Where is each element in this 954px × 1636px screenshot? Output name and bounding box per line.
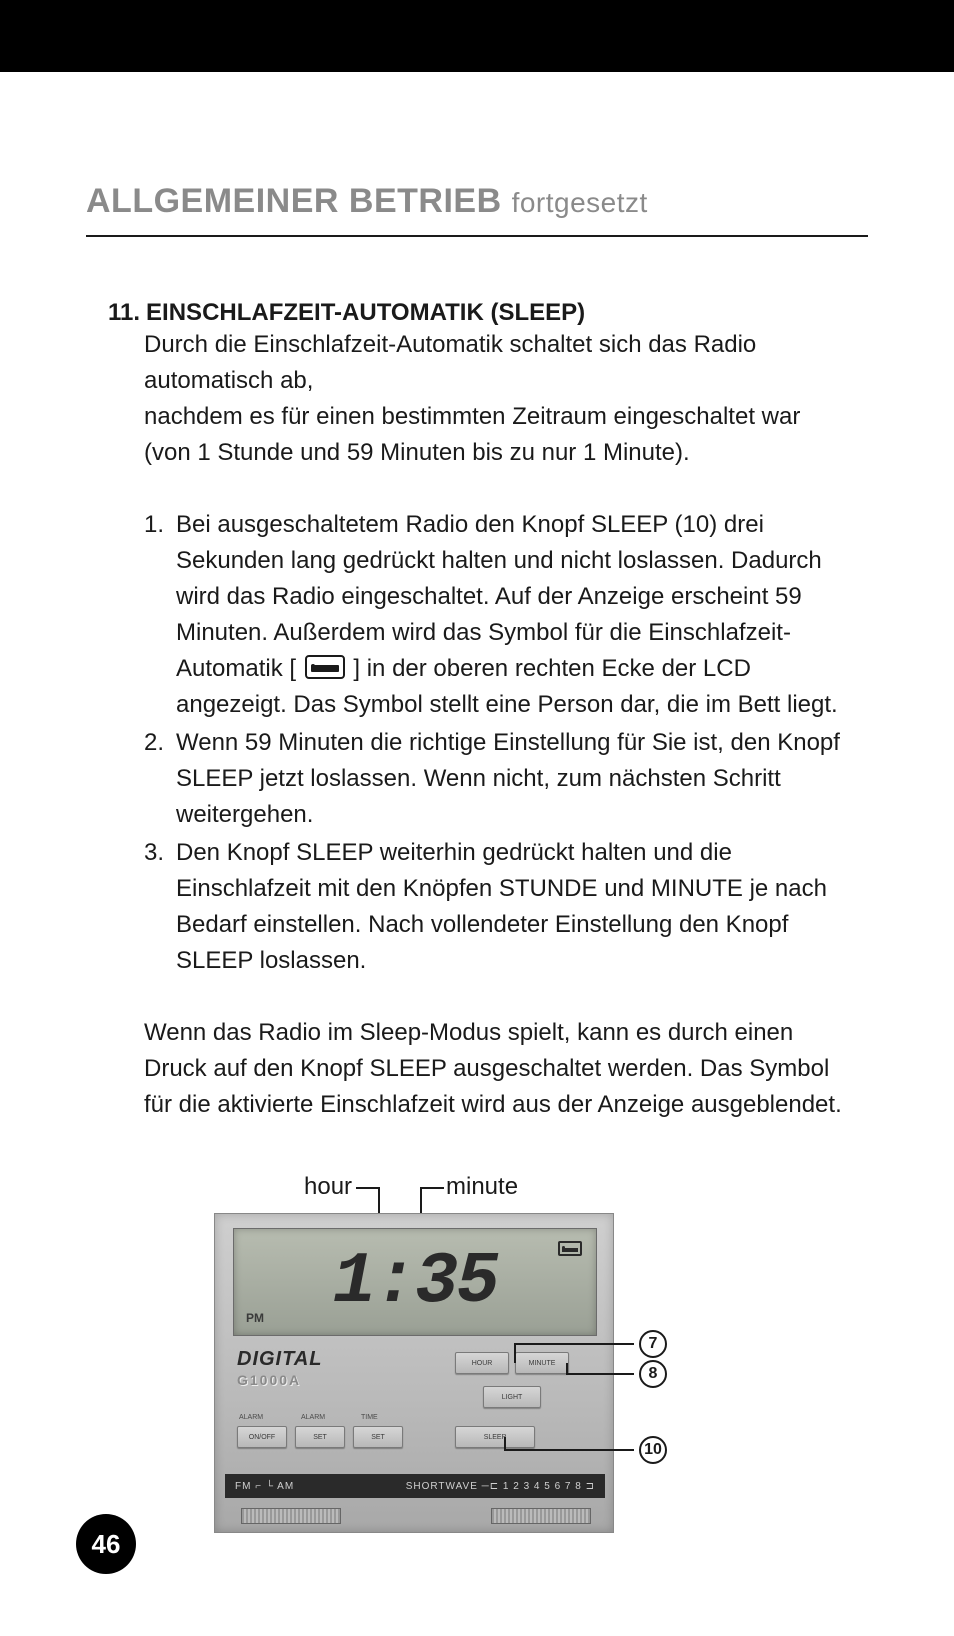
switch: [491, 1508, 591, 1524]
callout-line: [566, 1363, 568, 1375]
band-right: SHORTWAVE ─⊏ 1 2 3 4 5 6 7 8 ⊐: [406, 1481, 595, 1492]
radio-diagram: hour minute PM 1:35 DIGITAL G1000A HOUR …: [214, 1173, 754, 1543]
item-number: 11.: [108, 299, 140, 327]
light-button: LIGHT: [483, 1386, 541, 1408]
list-item: 3. Den Knopf SLEEP weiterhin gedrückt ha…: [144, 835, 860, 979]
page-number: 46: [76, 1514, 136, 1574]
steps-list: 1. Bei ausgeschaltetem Radio den Knopf S…: [144, 507, 860, 979]
lcd-pm-indicator: PM: [246, 1311, 264, 1325]
item-heading-row: 11. EINSCHLAFZEIT-AUTOMATIK (SLEEP): [108, 299, 860, 327]
page-content: ALLGEMEINER BETRIEB fortgesetzt 11. EINS…: [0, 72, 954, 1543]
callout-line: [514, 1343, 634, 1345]
step-text: Bei ausgeschaltetem Radio den Knopf SLEE…: [176, 507, 860, 723]
lcd-sleep-icon: [558, 1241, 582, 1256]
onoff-button: ON/OFF: [237, 1426, 287, 1448]
band-left: FM ⌐ └ AM: [235, 1481, 294, 1492]
callout-number-7: 7: [639, 1330, 667, 1358]
brand-label: DIGITAL: [237, 1348, 323, 1371]
callout-line: [566, 1373, 634, 1375]
sleep-icon: [305, 655, 345, 679]
intro-paragraph: Durch die Einschlafzeit-Automatik schalt…: [144, 327, 860, 471]
alarm-set-button: SET: [295, 1426, 345, 1448]
outro-paragraph: Wenn das Radio im Sleep-Modus spielt, ka…: [144, 1015, 860, 1123]
callout-number-8: 8: [639, 1360, 667, 1388]
time-label: TIME: [361, 1414, 378, 1421]
hour-button: HOUR: [455, 1352, 509, 1374]
callout-line: [420, 1187, 444, 1189]
lcd-screen: PM 1:35: [233, 1228, 597, 1336]
body-block: 11. EINSCHLAFZEIT-AUTOMATIK (SLEEP) Durc…: [86, 299, 868, 1543]
callout-line: [504, 1449, 536, 1451]
callout-minute-label: minute: [446, 1173, 518, 1201]
step-text: Den Knopf SLEEP weiterhin gedrückt halte…: [176, 835, 860, 979]
title-sub: fortgesetzt: [512, 187, 648, 218]
time-set-button: SET: [353, 1426, 403, 1448]
item-heading: EINSCHLAFZEIT-AUTOMATIK (SLEEP): [146, 299, 585, 327]
lcd-time: 1:35: [333, 1241, 498, 1323]
title-rule: [86, 235, 868, 237]
model-label: G1000A: [237, 1372, 301, 1388]
top-black-bar: [0, 0, 954, 72]
radio-body: PM 1:35 DIGITAL G1000A HOUR MINUTE LIGHT…: [214, 1213, 614, 1533]
step-number: 1.: [144, 507, 168, 723]
sleep-button: SLEEP: [455, 1426, 535, 1448]
callout-hour-label: hour: [304, 1173, 352, 1201]
list-item: 1. Bei ausgeschaltetem Radio den Knopf S…: [144, 507, 860, 723]
callout-line: [356, 1187, 380, 1189]
section-title: ALLGEMEINER BETRIEB fortgesetzt: [86, 182, 868, 233]
list-item: 2. Wenn 59 Minuten die richtige Einstell…: [144, 725, 860, 833]
intro-line: Durch die Einschlafzeit-Automatik schalt…: [144, 331, 756, 394]
intro-line: (von 1 Stunde und 59 Minuten bis zu nur …: [144, 439, 690, 466]
minute-button: MINUTE: [515, 1352, 569, 1374]
switch: [241, 1508, 341, 1524]
step-number: 3.: [144, 835, 168, 979]
callout-line: [534, 1449, 634, 1451]
intro-line: nachdem es für einen bestimmten Zeitraum…: [144, 403, 800, 430]
alarm-label: ALARM: [239, 1414, 263, 1421]
callout-number-10: 10: [639, 1436, 667, 1464]
band-strip: FM ⌐ └ AM SHORTWAVE ─⊏ 1 2 3 4 5 6 7 8 ⊐: [225, 1474, 605, 1498]
title-main: ALLGEMEINER BETRIEB: [86, 182, 502, 220]
step-number: 2.: [144, 725, 168, 833]
callout-line: [514, 1343, 516, 1363]
alarm-label: ALARM: [301, 1414, 325, 1421]
band-switches: [241, 1508, 591, 1524]
step-text: Wenn 59 Minuten die richtige Einstellung…: [176, 725, 860, 833]
